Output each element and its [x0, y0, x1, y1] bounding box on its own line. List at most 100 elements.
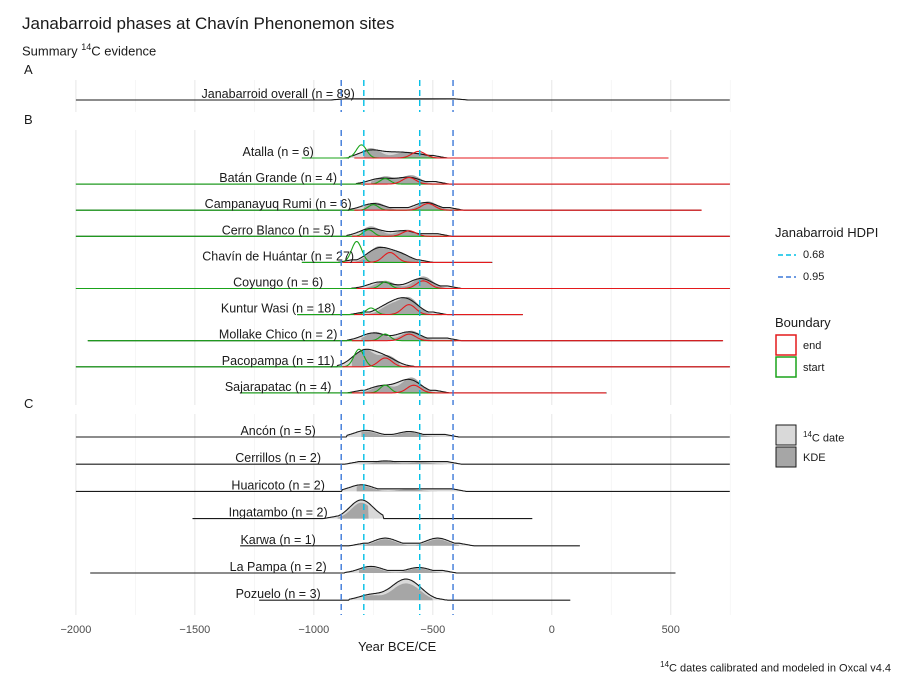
ridge-row: Ancón (n = 5) — [75, 424, 731, 438]
ridge-row: Pozuelo (n = 3) — [236, 578, 571, 601]
c14-date-area — [75, 460, 731, 465]
panel-label-B: B — [24, 112, 33, 127]
x-tick-label: −500 — [420, 624, 445, 636]
ridge-row: Mollake Chico (n = 2) — [87, 328, 724, 342]
legend-boundary-key — [775, 356, 797, 378]
legend-boundary-title: Boundary — [775, 315, 831, 330]
subtitle-suffix: C evidence — [91, 43, 157, 59]
start-boundary-curve — [240, 384, 445, 394]
row-label: Huaricoto (n = 2) — [231, 478, 324, 492]
row-label: Mollake Chico (n = 2) — [219, 328, 337, 342]
grid-lines — [75, 80, 731, 615]
legend-end-label: end — [803, 340, 822, 352]
hdpi-lines — [340, 80, 454, 615]
panel-label-A: A — [24, 62, 33, 77]
row-label: Chavín de Huántar (n = 27) — [202, 249, 354, 263]
subtitle-prefix: Summary — [22, 43, 82, 59]
row-label: Campanayuq Rumi (n = 6) — [205, 197, 352, 211]
end-boundary-curve — [351, 384, 606, 394]
row-label: Cerrillos (n = 2) — [235, 451, 321, 465]
legend-boundary-key — [775, 334, 797, 356]
legend-hdpi-095-label: 0.95 — [803, 271, 825, 283]
x-axis-title: Year BCE/CE — [358, 639, 437, 654]
kde-area — [359, 461, 448, 465]
row-label: La Pampa (n = 2) — [230, 560, 327, 574]
panels: A Janabarroid overall (n = 89) B Atalla (n … — [24, 62, 731, 601]
end-boundary-curve — [354, 304, 523, 316]
end-boundary-curve — [342, 357, 730, 368]
legend-start-label: start — [803, 362, 825, 374]
chart-title: Janabarroid phases at Chavín Phenonemon … — [22, 14, 395, 33]
kde-area — [359, 567, 443, 573]
c14-date-outline — [259, 578, 571, 601]
x-tick-label: −1500 — [179, 624, 210, 636]
c14-date-area — [90, 566, 676, 573]
panel-label-C: C — [24, 396, 33, 411]
ridge-row: Batán Grande (n = 4) — [75, 171, 731, 185]
kde-area — [337, 502, 369, 519]
x-tick-label: 500 — [662, 624, 680, 636]
caption-superscript: 14 — [660, 660, 670, 669]
c14-date-outline — [75, 484, 730, 492]
row-label: Coyungo (n = 6) — [233, 276, 323, 290]
ridge-row: Kuntur Wasi (n = 18) — [221, 296, 524, 316]
chart-subtitle: Summary 14C evidence — [22, 42, 156, 58]
legend-c14-text: C date — [811, 432, 845, 445]
legend-fill-key — [775, 446, 797, 468]
x-tick-label: 0 — [549, 624, 555, 636]
end-boundary-curve — [354, 203, 702, 211]
ridge-row: Sajarapatac (n = 4) — [225, 377, 607, 394]
end-boundary-curve — [354, 150, 669, 159]
kde-area — [356, 485, 452, 492]
c14-date-outline — [90, 565, 676, 574]
legend-hdpi-068-label: 0.68 — [803, 249, 825, 261]
kde-area — [363, 148, 433, 158]
row-label: Sajarapatac (n = 4) — [225, 380, 332, 394]
kde-area — [363, 539, 459, 546]
row-label: Pacopampa (n = 11) — [222, 354, 335, 368]
ridge-row: Karwa (n = 1) — [240, 533, 581, 547]
row-label: Karwa (n = 1) — [240, 533, 315, 547]
ridge-row: Campanayuq Rumi (n = 6) — [75, 197, 702, 211]
c14-date-outline — [75, 348, 730, 368]
c14-date-outline — [75, 460, 730, 465]
start-boundary-curve — [297, 307, 442, 316]
ridge-row: Janabarroid overall (n = 89) — [75, 87, 731, 101]
legend-c14-label: 14C date — [803, 430, 844, 445]
x-tick-label: −2000 — [60, 624, 91, 636]
ridge-row: Ingatambo (n = 2) — [192, 499, 533, 520]
ridge-row: La Pampa (n = 2) — [90, 560, 676, 574]
kde-area — [363, 583, 433, 601]
caption-text: C dates calibrated and modeled in Oxcal … — [669, 662, 891, 675]
ridge-row: Atalla (n = 6) — [243, 144, 669, 159]
end-boundary-curve — [342, 251, 492, 263]
legend-keys — [775, 254, 797, 468]
kde-area — [363, 296, 433, 315]
c14-date-outline — [75, 98, 730, 101]
c14-date-outline — [192, 499, 533, 520]
row-label: Kuntur Wasi (n = 18) — [221, 302, 336, 316]
legend-kde-label: KDE — [803, 452, 826, 464]
kde-area — [344, 98, 455, 100]
row-label: Batán Grande (n = 4) — [219, 171, 337, 185]
start-boundary-curve — [301, 144, 442, 159]
ridge-row: Cerrillos (n = 2) — [75, 451, 731, 465]
legend-c14-superscript: 14 — [803, 430, 812, 439]
row-label: Pozuelo (n = 3) — [236, 587, 321, 601]
ridge-row: Pacopampa (n = 11) — [75, 348, 731, 368]
start-boundary-curve — [75, 281, 457, 290]
end-boundary-curve — [351, 333, 724, 342]
ridge-row: Coyungo (n = 6) — [75, 276, 731, 290]
row-label: Atalla (n = 6) — [243, 145, 314, 159]
c14-date-outline — [75, 429, 730, 438]
start-boundary-curve — [75, 178, 445, 185]
ridge-row: Cerro Blanco (n = 5) — [75, 223, 731, 237]
end-boundary-curve — [351, 230, 730, 237]
c14-date-area — [240, 538, 581, 546]
kde-area — [361, 431, 445, 437]
end-boundary-curve — [361, 176, 730, 185]
row-label: Ingatambo (n = 2) — [229, 506, 328, 520]
x-tick-label: −1000 — [298, 624, 329, 636]
start-boundary-curve — [75, 348, 409, 368]
